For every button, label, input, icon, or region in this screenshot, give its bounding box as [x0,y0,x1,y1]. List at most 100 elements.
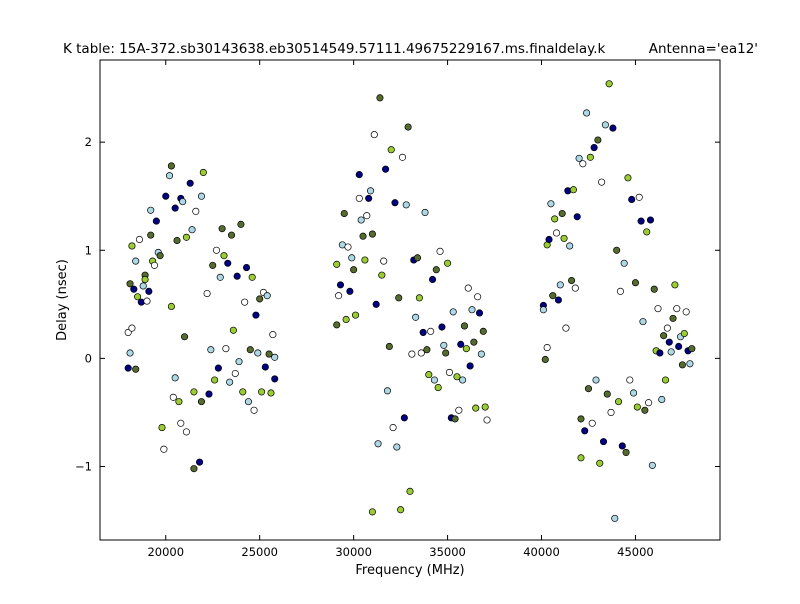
data-point [171,374,179,382]
data-point [143,297,151,305]
data-point [246,346,254,354]
data-point [395,294,403,302]
data-point [203,289,211,298]
data-point [633,403,641,411]
data-point [460,322,469,330]
data-point [586,153,594,161]
data-point [440,341,448,349]
data-point [455,406,463,414]
data-point [132,257,140,265]
data-point [336,281,345,289]
data-point [382,165,390,173]
data-point [590,144,598,152]
data-point [671,281,679,289]
data-point [385,342,393,351]
data-point [549,292,557,300]
data-point [543,344,551,352]
data-point [419,328,427,336]
data-point [626,376,634,384]
data-point [190,388,198,396]
data-point [605,80,613,88]
data-point [197,398,206,406]
data-point [539,306,547,314]
data-point [483,416,491,424]
data-point [169,393,177,401]
y-tick-label: 2 [85,135,92,149]
data-point [145,287,153,295]
x-tick-label: 25000 [241,545,278,559]
data-point [177,419,185,427]
data-point [616,287,624,295]
data-point [609,124,617,132]
data-point [348,254,356,262]
data-point [205,390,213,398]
data-point [229,326,237,334]
data-point [366,187,375,195]
data-point [412,313,420,321]
data-point [614,398,623,406]
data-point [244,398,252,406]
data-point [577,454,585,462]
data-point [250,406,258,414]
data-point [152,217,160,225]
data-point [654,305,662,313]
data-point [551,215,559,223]
data-point [468,306,476,314]
data-point [477,350,485,358]
data-point [231,369,239,378]
data-point [222,345,230,353]
data-point [547,200,555,208]
data-point [663,324,671,332]
data-point [235,358,243,366]
data-point [579,160,587,168]
data-point [389,424,397,432]
x-tick-label: 30000 [335,545,372,559]
data-point [374,440,382,448]
data-point [562,324,570,332]
points-layer [124,80,696,522]
data-point [252,311,260,319]
data-point [128,324,136,332]
data-point [423,346,431,354]
data-point [242,264,251,272]
data-point [592,376,600,384]
data-point [368,230,376,238]
data-point [132,365,140,373]
data-point [680,329,688,338]
data-point [137,298,145,306]
data-point [541,355,549,364]
data-point [158,424,166,432]
data-point [216,273,224,281]
data-point [256,295,264,303]
data-point [688,345,696,353]
data-point [171,204,179,212]
data-point [365,194,373,202]
data-point [124,364,132,372]
data-point [560,234,568,242]
data-point [453,373,461,381]
data-point [182,233,190,241]
data-point [237,220,245,228]
data-point [581,427,589,435]
data-point [596,459,604,467]
data-point [333,321,341,329]
data-point [400,414,408,422]
data-point [639,318,647,326]
data-point [220,252,228,260]
data-point [139,282,147,290]
data-point [271,375,279,383]
data-point [212,246,221,254]
data-point [658,395,666,404]
data-point [425,371,433,379]
data-point [611,514,619,522]
data-point [464,284,472,292]
data-point [387,146,395,154]
x-tick-label: 35000 [429,545,466,559]
data-point [167,162,175,170]
plot-frame [99,59,721,541]
data-point [207,346,215,354]
data-point [186,179,194,187]
data-point [188,226,196,234]
x-tick-label: 20000 [147,545,184,559]
data-point [635,193,643,201]
